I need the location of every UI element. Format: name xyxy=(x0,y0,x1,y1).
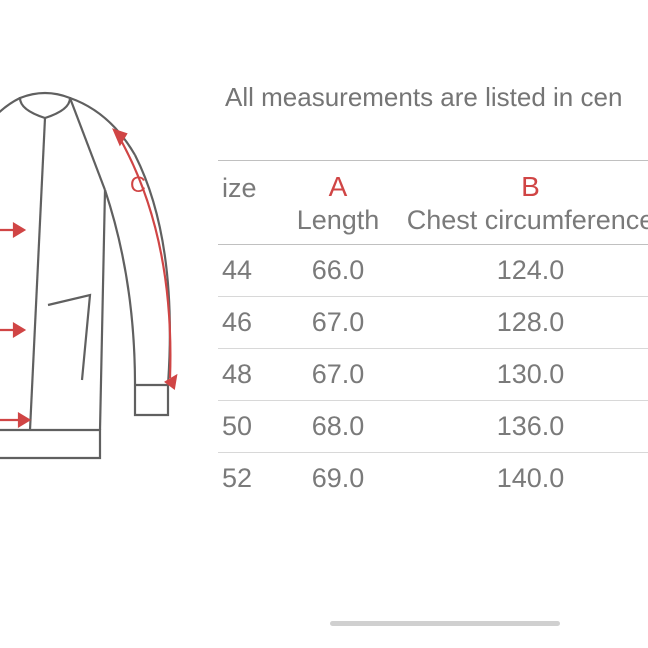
col-header-size: ize xyxy=(222,173,278,204)
col-letter-chest: B xyxy=(398,171,648,203)
cell-chest: 130.0 xyxy=(398,359,648,390)
table-row: 4867.0130.0 xyxy=(218,349,648,401)
cell-chest: 140.0 xyxy=(398,463,648,494)
cell-length: 68.0 xyxy=(278,411,398,442)
cell-length: 66.0 xyxy=(278,255,398,286)
table-row: 5269.0140.0 xyxy=(218,453,648,504)
garment-diagram: B C D E xyxy=(0,80,190,520)
diagram-label-c: C xyxy=(130,172,146,197)
cell-chest: 128.0 xyxy=(398,307,648,338)
cell-size: 46 xyxy=(218,307,278,338)
table-header-row: ize A Length B Chest circumference xyxy=(218,160,648,245)
table-row: 4466.0124.0 xyxy=(218,245,648,297)
cell-length: 67.0 xyxy=(278,307,398,338)
size-table: ize A Length B Chest circumference 4466.… xyxy=(218,160,648,504)
col-header-length: Length xyxy=(278,205,398,236)
col-letter-length: A xyxy=(278,171,398,203)
cell-length: 69.0 xyxy=(278,463,398,494)
cell-size: 48 xyxy=(218,359,278,390)
table-body: 4466.0124.04667.0128.04867.0130.05068.01… xyxy=(218,245,648,504)
cell-chest: 124.0 xyxy=(398,255,648,286)
cell-chest: 136.0 xyxy=(398,411,648,442)
cell-size: 44 xyxy=(218,255,278,286)
horizontal-scrollbar[interactable] xyxy=(330,621,560,626)
table-row: 4667.0128.0 xyxy=(218,297,648,349)
cell-length: 67.0 xyxy=(278,359,398,390)
table-row: 5068.0136.0 xyxy=(218,401,648,453)
col-header-chest: Chest circumference xyxy=(398,205,648,236)
cell-size: 52 xyxy=(218,463,278,494)
cell-size: 50 xyxy=(218,411,278,442)
measurements-description: All measurements are listed in cen xyxy=(225,82,622,113)
